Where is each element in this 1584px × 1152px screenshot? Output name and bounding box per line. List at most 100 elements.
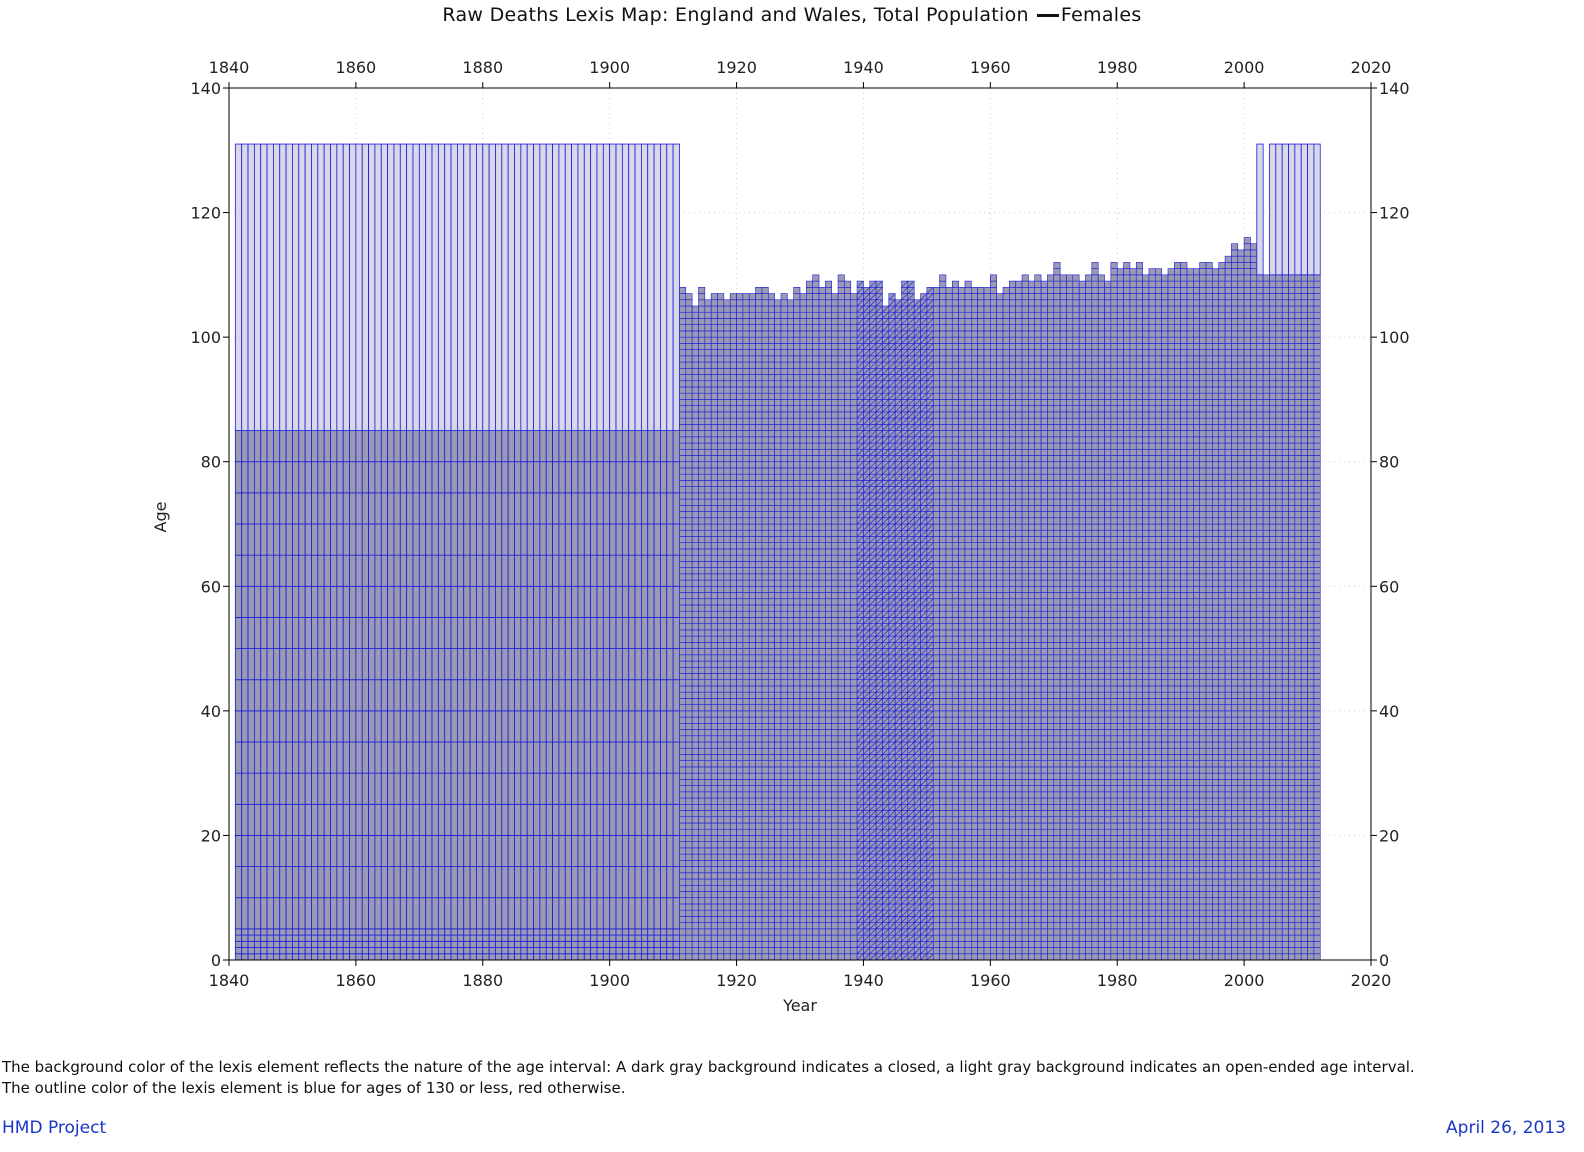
lexis-cell-closed [743,904,749,910]
lexis-cell-closed [711,418,717,424]
lexis-cell-closed [762,723,768,729]
lexis-cell-closed [489,835,495,866]
lexis-cell-closed [686,786,692,792]
lexis-cell-closed [400,462,406,493]
lexis-cell-closed [451,493,457,524]
lexis-cell-closed [724,742,730,748]
lexis-cell-closed [445,586,451,617]
lexis-cell-closed [698,748,704,754]
lexis-cell-closed [762,854,768,860]
lexis-cell-closed [743,873,749,879]
lexis-cell-closed [660,462,666,493]
lexis-cell-closed [521,493,527,524]
lexis-cell-closed [698,954,704,960]
lexis-cell-closed [743,487,749,493]
lexis-cell-closed [648,462,654,493]
lexis-cell-closed [419,835,425,866]
lexis-cell-closed [534,948,540,954]
lexis-cell-closed [718,325,724,331]
lexis-cell-closed [457,835,463,866]
lexis-cell-closed [692,692,698,698]
lexis-cell-closed [254,941,260,947]
lexis-cell-closed [724,543,730,549]
lexis-cell-closed [388,773,394,804]
lexis-cell-closed [692,754,698,760]
lexis-cell-closed [730,786,736,792]
lexis-cell-closed [286,867,292,898]
lexis-cell-closed [698,823,704,829]
lexis-cell-closed [705,493,711,499]
lexis-cell-closed [762,337,768,343]
lexis-cell-closed [711,462,717,468]
lexis-cell-closed [426,941,432,947]
lexis-cell-closed [737,686,743,692]
lexis-cell-closed [686,368,692,374]
lexis-cell-closed [610,804,616,835]
lexis-cell-closed [324,462,330,493]
lexis-cell-closed [603,431,609,462]
lexis-cell-closed [705,854,711,860]
lexis-cell-closed [470,835,476,866]
lexis-cell-closed [730,929,736,935]
lexis-cell-closed [718,636,724,642]
lexis-cell-closed [534,898,540,929]
lexis-cell-closed [756,287,762,293]
lexis-cell-closed [724,406,730,412]
lexis-cell-closed [616,929,622,935]
lexis-cell-closed [762,624,768,630]
lexis-cell-closed [489,954,495,960]
lexis-cell-closed [730,424,736,430]
lexis-cell-closed [388,649,394,680]
lexis-cell-closed [381,680,387,711]
lexis-cell-closed [711,312,717,318]
lexis-cell-closed [705,798,711,804]
lexis-cell-closed [299,898,305,929]
lexis-cell-closed [476,867,482,898]
lexis-cell-closed [248,773,254,804]
lexis-cell-closed [743,331,749,337]
lexis-cell-closed [730,673,736,679]
lexis-cell-closed [578,711,584,742]
lexis-cell-closed [451,804,457,835]
lexis-cell-closed [711,356,717,362]
lexis-cell-closed [553,935,559,941]
lexis-cell-closed [724,748,730,754]
lexis-cell-closed [660,835,666,866]
lexis-cell-closed [464,711,470,742]
lexis-cell-closed [470,948,476,954]
lexis-cell-closed [686,362,692,368]
lexis-cell-closed [641,462,647,493]
lexis-cell-closed [749,948,755,954]
lexis-cell-closed [749,842,755,848]
lexis-cell-closed [318,929,324,935]
lexis-cell-closed [730,798,736,804]
lexis-cell-closed [743,667,749,673]
lexis-cell-closed [698,474,704,480]
lexis-cell-closed [724,686,730,692]
lexis-cell-closed [603,835,609,866]
lexis-cell-closed [724,786,730,792]
lexis-cell-closed [464,867,470,898]
lexis-cell-closed [730,736,736,742]
lexis-cell-closed [724,792,730,798]
lexis-cell-closed [419,773,425,804]
lexis-cell-closed [762,499,768,505]
lexis-cell-closed [730,804,736,810]
lexis-cell-closed [692,318,698,324]
lexis-cell-closed [730,829,736,835]
lexis-cell-closed [730,842,736,848]
lexis-cell-closed [705,468,711,474]
lexis-cell-closed [331,462,337,493]
lexis-cell-closed [711,910,717,916]
lexis-cell-closed [451,431,457,462]
lexis-cell-closed [673,948,679,954]
lexis-cell-closed [413,935,419,941]
lexis-cell-closed [413,711,419,742]
lexis-cell-closed [419,935,425,941]
lexis-cell-closed [508,555,514,586]
lexis-cell-closed [515,524,521,555]
lexis-cell-closed [495,586,501,617]
lexis-cell-closed [679,935,685,941]
lexis-cell-closed [756,673,762,679]
lexis-cell-closed [686,935,692,941]
